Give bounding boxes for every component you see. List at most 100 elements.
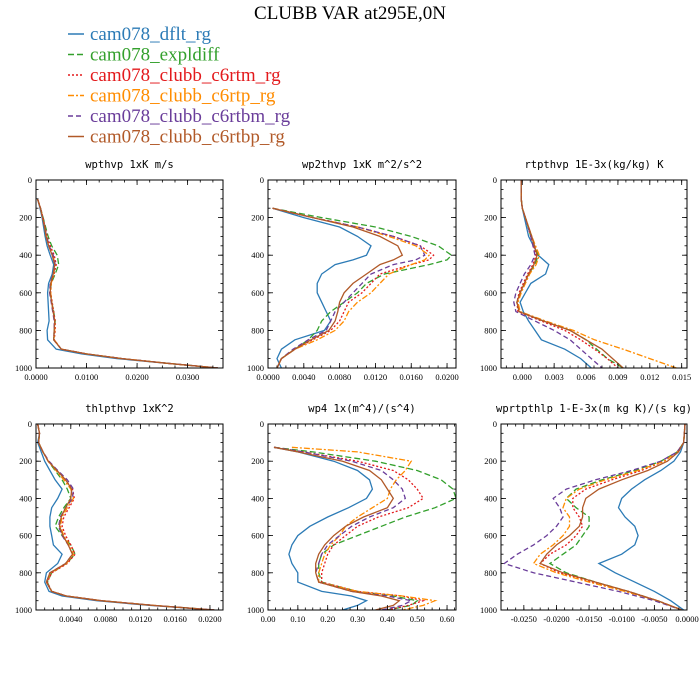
legend: cam078_dflt_rgcam078_expldiffcam078_club… [68, 24, 291, 148]
y-tick-label: 800 [484, 325, 497, 335]
panel-title: wprtpthlp 1-E-3x(m kg K)/(s kg) [496, 403, 692, 415]
legend-label: cam078_clubb_c6rtm_rg [90, 65, 281, 86]
y-tick-label: 400 [484, 250, 497, 260]
x-tick-label: 0.0080 [94, 614, 117, 624]
x-tick-label: 0.0300 [176, 372, 199, 382]
x-tick-label: 0.006 [576, 372, 595, 382]
y-tick-label: 800 [251, 568, 264, 578]
series-line [539, 424, 686, 610]
y-tick-label: 600 [251, 288, 264, 298]
x-tick-label: 0.0000 [24, 372, 47, 382]
y-tick-label: 0 [28, 419, 32, 429]
series-line [532, 424, 686, 610]
y-tick-label: 1000 [247, 363, 264, 373]
series-line [516, 180, 624, 368]
x-tick-label: 0.50 [410, 614, 425, 624]
x-tick-label: 0.0200 [198, 614, 221, 624]
panel: thlpthvp 1xK^2 0 200 400 600 800 1000 0.0040 0.0… [15, 403, 224, 624]
x-tick-label: 0.0000 [256, 372, 279, 382]
series-line [36, 198, 218, 368]
legend-item: cam078_clubb_c6rtbp_rg [68, 127, 285, 148]
series-line [37, 424, 215, 610]
x-tick-label: 0.0040 [292, 372, 315, 382]
y-tick-label: 600 [484, 531, 497, 541]
y-tick-label: 200 [19, 213, 32, 223]
x-tick-label: 0.003 [545, 372, 564, 382]
legend-item: cam078_clubb_c6rtbm_rg [68, 106, 291, 127]
y-tick-label: 600 [251, 531, 264, 541]
series-line [272, 207, 372, 368]
series-line [37, 424, 215, 610]
legend-item: cam078_dflt_rg [68, 24, 212, 45]
x-tick-label: 0.00 [261, 614, 276, 624]
x-tick-label: 0.012 [640, 372, 659, 382]
x-tick-label: -0.0200 [543, 614, 569, 624]
x-tick-label: 0.0000 [675, 614, 698, 624]
panel: wp2thvp 1xK m^2/s^2020040060080010000.00… [247, 159, 459, 382]
series-line [272, 207, 435, 368]
panel-title: thlpthvp 1xK^2 [85, 403, 174, 415]
y-tick-label: 200 [484, 456, 497, 466]
x-tick-label: 0.40 [380, 614, 395, 624]
y-tick-label: 600 [19, 531, 32, 541]
series-line [291, 446, 438, 610]
y-tick-label: 0 [493, 175, 497, 185]
x-tick-label: 0.0160 [163, 614, 186, 624]
x-tick-label: 0.000 [513, 372, 532, 382]
series-line [597, 424, 686, 610]
plot-frame [35, 179, 224, 369]
series-line [519, 180, 592, 368]
series-line [516, 180, 624, 368]
x-tick-label: 0.015 [672, 372, 691, 382]
y-tick-label: 200 [484, 213, 497, 223]
x-tick-label: 0.10 [290, 614, 305, 624]
series-line [36, 198, 218, 368]
panel-title: wpthvp 1xK m/s [85, 159, 174, 171]
figure-title: CLUBB VAR at295E,0N [254, 3, 446, 24]
x-tick-label: 0.30 [350, 614, 365, 624]
legend-label: cam078_expldiff [90, 45, 220, 66]
series-line [36, 198, 218, 368]
legend-label: cam078_clubb_c6rtbp_rg [90, 127, 285, 148]
y-tick-label: 400 [19, 493, 32, 503]
y-tick-label: 800 [251, 325, 264, 335]
x-tick-label: 0.60 [440, 614, 455, 624]
y-tick-label: 800 [19, 568, 32, 578]
series-line [272, 207, 453, 368]
x-tick-label: -0.0050 [641, 614, 667, 624]
panel: wprtpthlp 1-E-3x(m kg K)/(s kg) 0 200 400 60… [480, 403, 699, 624]
x-tick-label: 0.0120 [129, 614, 152, 624]
series-line [36, 198, 218, 368]
x-tick-label: 0.0080 [328, 372, 351, 382]
series-line [539, 424, 686, 610]
series-line [273, 446, 401, 610]
series-line [36, 198, 218, 368]
y-tick-label: 1000 [15, 605, 32, 615]
series-line [37, 424, 215, 610]
series-line [272, 207, 431, 368]
y-tick-label: 400 [251, 493, 264, 503]
legend-label: cam078_clubb_c6rtbm_rg [90, 106, 291, 127]
x-tick-label: 0.0200 [435, 372, 458, 382]
legend-label: cam078_dflt_rg [90, 24, 212, 45]
series-line [36, 198, 218, 368]
y-tick-label: 600 [484, 288, 497, 298]
x-tick-label: 0.0100 [75, 372, 98, 382]
series-line [37, 424, 215, 610]
x-tick-label: 0.0040 [59, 614, 82, 624]
y-tick-label: 0 [28, 175, 32, 185]
y-tick-label: 0 [493, 419, 497, 429]
x-tick-label: 0.0200 [125, 372, 148, 382]
y-tick-label: 800 [484, 568, 497, 578]
panel-title: wp2thvp 1xK m^2/s^2 [302, 159, 422, 171]
y-tick-label: 400 [19, 250, 32, 260]
legend-label: cam078_clubb_c6rtp_rg [90, 86, 276, 107]
x-tick-label: 0.009 [608, 372, 627, 382]
panel: rtpthvp 1E-3x(kg/kg) K 0 200 400 600 800 1000 0… [480, 159, 691, 382]
x-tick-label: -0.0100 [609, 614, 635, 624]
series-line [273, 446, 456, 610]
